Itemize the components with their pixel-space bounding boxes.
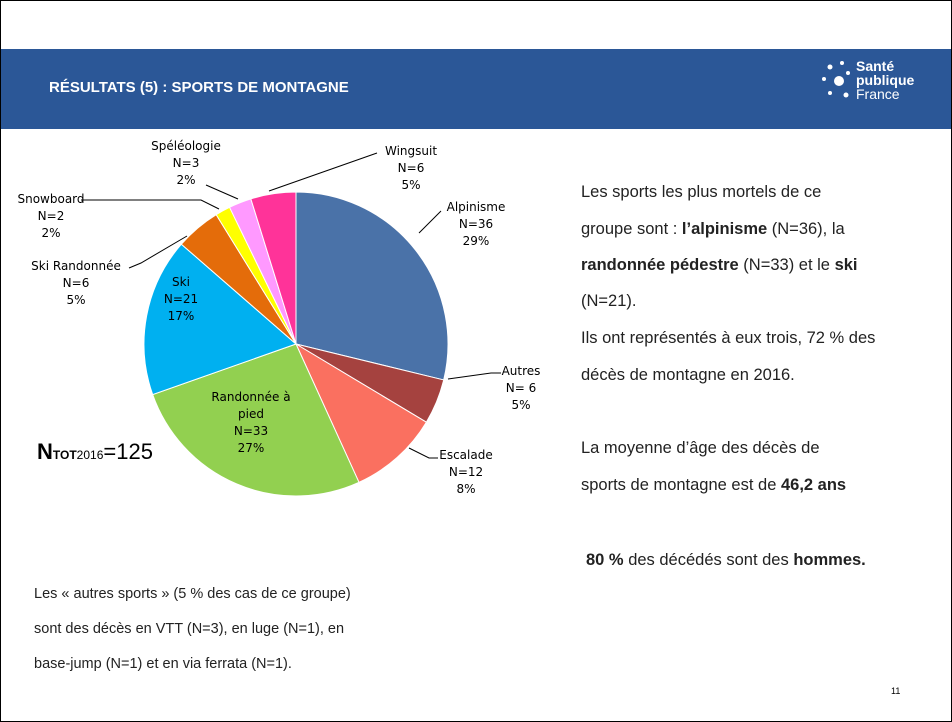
slice-label: Ski Randonnée N=6 5% [31,258,121,309]
text-line: (N=21). [581,292,636,311]
note-line: sont des décès en VTT (N=3), en luge (N=… [34,621,345,637]
total-tot: TOT [52,448,77,462]
slice-percent: 5% [401,178,421,192]
slice-count: N=6 [62,276,90,290]
slice-count: N=6 [397,161,425,175]
pie-slice [250,191,297,345]
page-number: 11 [891,686,901,696]
slice-label: Wingsuit N=6 5% [366,143,456,194]
text-run: hommes. [793,551,866,569]
slice-count: N=2 [37,209,65,223]
slice-label: Alpinisme N=36 29% [431,199,521,250]
slice-percent: 2% [176,173,196,187]
slice-percent: 17% [167,309,195,323]
slice-category: Autres [501,364,541,378]
text-line: randonnée pédestre (N=33) et le ski [581,256,858,275]
total-value: =125 [103,439,153,464]
slice-category: Randonnée à pied [211,390,291,421]
slice-label: Randonnée à pied N=33 27% [206,389,296,457]
logo-line: publique [856,72,915,88]
pie-slice [143,243,297,396]
note-line: Les « autres sports » (5 % des cas de ce… [34,586,351,602]
text-run: ski [834,256,858,274]
text-run: 80 % [586,551,624,569]
text-line: Ils ont représentés à eux trois, 72 % de… [581,329,875,348]
slice-percent: 27% [237,441,265,455]
slice-percent: 29% [462,234,490,248]
text-run: La moyenne d’âge des décès de [581,439,820,457]
text-line: Les sports les plus mortels de ce [581,183,821,202]
slice-count: N=3 [172,156,200,170]
logo-line: Santé [856,58,895,74]
slice-category: Spéléologie [151,139,221,153]
total: NTOT2016=125 [37,439,153,465]
text-run: (N=36), la [767,220,845,238]
slice-count: N=33 [233,424,269,438]
slice-count: N= 6 [505,381,537,395]
slice-count: N=21 [163,292,199,306]
pie-slice [294,342,428,483]
text-run: groupe sont : [581,220,682,238]
text-run: sports de montagne est de [581,476,781,494]
slice-percent: 5% [66,293,86,307]
slice-label: Escalade N=12 8% [421,447,511,498]
slice-label: Spéléologie N=3 2% [141,138,231,189]
slice-category: Alpinisme [446,200,506,214]
header-title: RÉSULTATS (5) : SPORTS DE MONTAGNE [49,79,349,96]
text-run: (N=33) et le [738,256,835,274]
text-run: décès de montagne en 2016. [581,366,795,384]
slice-label: Snowboard N=2 2% [6,191,96,242]
slice-count: N=36 [458,217,494,231]
slice-label: Ski N=21 17% [136,274,226,325]
text-line: La moyenne d’âge des décès de [581,439,820,458]
text-run: randonnée pédestre [581,256,739,274]
pie-slice [295,191,449,381]
leader-lines [81,152,501,459]
note-line: base-jump (N=1) et en via ferrata (N=1). [34,656,292,672]
pie-slice [152,343,360,497]
text-run: des décédés sont des [623,551,794,569]
text-line: 80 % des décédés sont des hommes. [586,551,866,570]
header-band [1,49,951,129]
slice-category: Ski Randonnée [31,259,121,273]
slice-category: Ski [172,275,190,289]
logo-line: France [856,86,900,102]
text-line: groupe sont : l’alpinisme (N=36), la [581,220,845,239]
total-n: N [37,439,53,464]
text-run: (N=21). [581,292,637,310]
text-line: sports de montagne est de 46,2 ans [581,476,846,495]
slice-percent: 8% [456,482,476,496]
slice-percent: 5% [511,398,531,412]
logo-text: Santé publique France [856,59,914,101]
text-run: Les sports les plus mortels de ce [581,183,822,201]
slice-category: Escalade [439,448,493,462]
text-line: décès de montagne en 2016. [581,366,795,385]
total-year: 2016 [76,448,104,462]
slice-label: Autres N= 6 5% [476,363,566,414]
slice-category: Wingsuit [384,144,438,158]
text-run: l’alpinisme [681,220,768,238]
text-run: Ils ont représentés à eux trois, 72 % de… [581,329,876,347]
text-run: 46,2 ans [780,476,847,494]
slice-count: N=12 [448,465,484,479]
slice-percent: 2% [41,226,61,240]
slice-category: Snowboard [17,192,85,206]
logo-dots [822,61,850,98]
